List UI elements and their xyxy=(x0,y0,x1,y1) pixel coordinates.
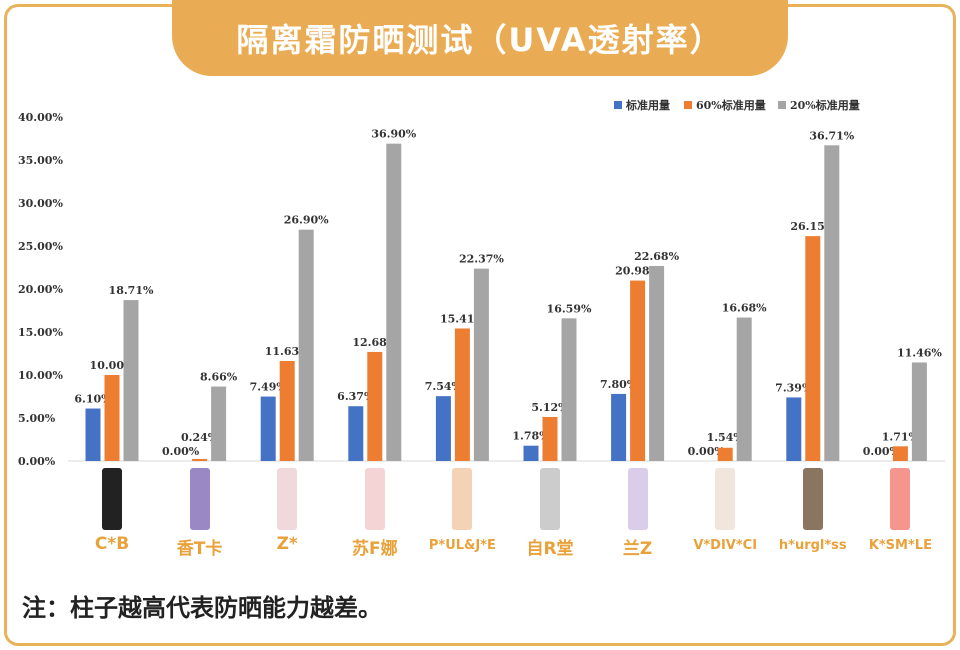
data-label: 7.54% xyxy=(425,380,463,393)
bar xyxy=(630,280,646,461)
product-image xyxy=(364,468,385,530)
legend-swatch xyxy=(684,101,692,109)
data-label: 8.66% xyxy=(200,371,238,384)
data-label: 6.37% xyxy=(337,390,375,403)
legend-swatch xyxy=(778,101,786,109)
product-image xyxy=(890,468,911,530)
data-label: 11.46% xyxy=(897,346,942,359)
bar xyxy=(649,265,665,461)
bar xyxy=(85,408,101,461)
bar xyxy=(786,397,802,461)
product-image xyxy=(452,468,473,530)
footnote: 注：柱子越高代表防晒能力越差。 xyxy=(22,594,382,622)
bar xyxy=(736,317,752,461)
data-label: 1.78% xyxy=(512,430,550,443)
data-label: 22.37% xyxy=(459,253,504,266)
y-tick-label: 35.00% xyxy=(18,154,63,167)
category-label: Z* xyxy=(276,534,298,554)
data-label: 7.39% xyxy=(775,381,813,394)
data-label: 5.12% xyxy=(531,401,569,414)
y-tick-label: 0.00% xyxy=(18,455,56,468)
bar xyxy=(611,393,627,461)
data-label: 26.90% xyxy=(284,214,329,227)
product-image xyxy=(715,468,736,530)
bar xyxy=(911,362,927,461)
y-tick-label: 40.00% xyxy=(18,111,63,124)
legend-label: 60%标准用量 xyxy=(696,98,766,112)
bar xyxy=(435,396,451,461)
bar xyxy=(348,406,364,461)
bar xyxy=(192,458,208,461)
y-tick-label: 30.00% xyxy=(18,197,63,210)
chart-title: 隔离霜防晒测试（UVA透射率） xyxy=(172,0,788,76)
data-label: 0.00% xyxy=(863,445,901,458)
bar xyxy=(123,300,139,461)
product-image xyxy=(277,468,298,530)
product-image xyxy=(189,468,210,530)
data-label: 1.71% xyxy=(882,430,920,443)
bar xyxy=(561,318,577,461)
bar xyxy=(104,375,120,461)
y-tick-label: 25.00% xyxy=(18,240,63,253)
bar xyxy=(386,143,402,461)
category-label: 兰Z xyxy=(622,539,653,559)
category-label: 自R堂 xyxy=(526,539,574,559)
product-image xyxy=(102,468,122,530)
category-label: h*urgl*ss xyxy=(778,538,847,553)
legend-swatch xyxy=(614,101,622,109)
bar xyxy=(454,328,470,461)
y-tick-label: 15.00% xyxy=(18,326,63,339)
product-image xyxy=(802,468,823,530)
bar xyxy=(473,268,489,461)
legend-label: 标准用量 xyxy=(625,98,670,112)
y-tick-label: 10.00% xyxy=(18,369,63,382)
y-tick-label: 20.00% xyxy=(18,283,63,296)
bar xyxy=(367,351,383,461)
category-label: 苏F娜 xyxy=(351,539,398,559)
bar xyxy=(717,447,733,461)
bar xyxy=(892,446,908,461)
bar xyxy=(298,229,314,461)
data-label: 16.59% xyxy=(547,302,592,315)
data-label: 7.80% xyxy=(600,378,638,391)
data-label: 36.90% xyxy=(371,128,416,141)
data-label: 0.00% xyxy=(162,445,200,458)
category-label: C*B xyxy=(94,534,130,554)
bar xyxy=(805,236,821,461)
data-label: 0.24% xyxy=(181,431,219,444)
bar xyxy=(542,416,558,461)
legend-label: 20%标准用量 xyxy=(790,98,860,112)
y-tick-label: 5.00% xyxy=(18,412,56,425)
bar xyxy=(211,386,227,461)
data-label: 22.68% xyxy=(634,250,679,263)
product-image xyxy=(540,468,560,530)
bar xyxy=(260,396,276,461)
data-label: 0.00% xyxy=(688,445,726,458)
category-label: P*UL&J*E xyxy=(428,538,496,553)
bar xyxy=(824,145,840,461)
bar xyxy=(279,360,295,461)
category-label: 香T卡 xyxy=(176,539,223,559)
category-label: K*SM*LE xyxy=(868,538,932,553)
data-label: 7.49% xyxy=(250,381,288,394)
data-label: 18.71% xyxy=(109,284,154,297)
data-label: 36.71% xyxy=(809,129,854,142)
product-image xyxy=(627,468,648,530)
data-label: 1.54% xyxy=(707,431,745,444)
category-label: V*DIV*CI xyxy=(693,538,758,553)
data-label: 16.68% xyxy=(722,302,767,315)
data-label: 6.10% xyxy=(74,393,112,406)
bar xyxy=(523,445,539,461)
